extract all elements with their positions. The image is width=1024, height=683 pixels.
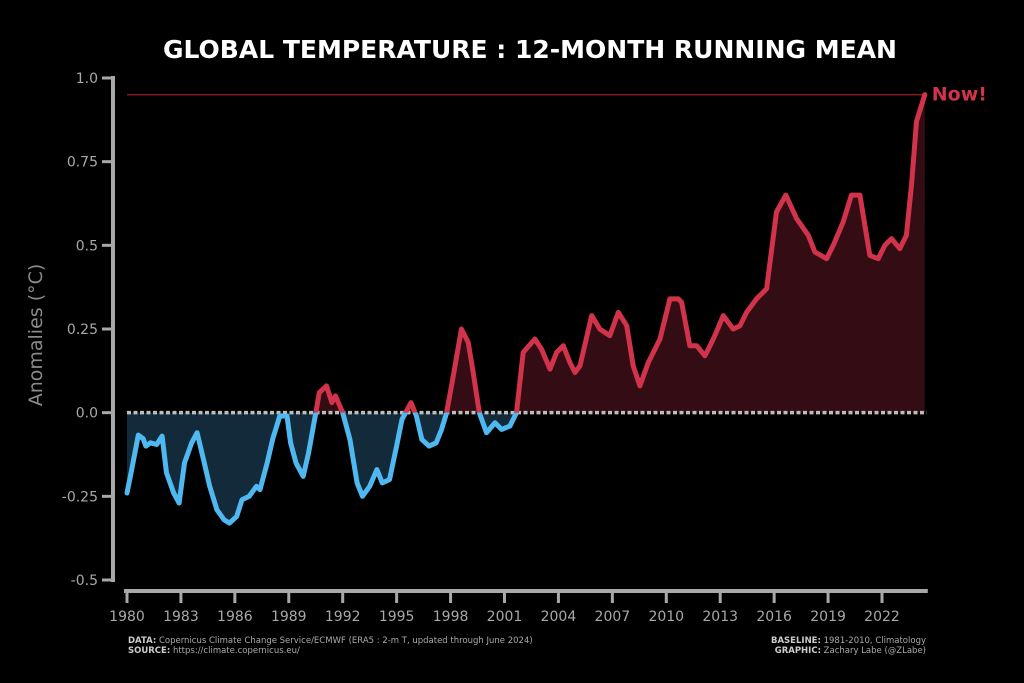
y-tick-label: 0.0: [76, 406, 98, 422]
source-label: SOURCE:: [128, 646, 171, 656]
y-tick-label: -0.5: [71, 573, 98, 589]
axes: -0.5 -0.25 0.0 0.25 0.5 0.75 1.0 1980 1983 1986 19…: [62, 71, 928, 625]
negative-anomaly-line: [124, 412, 520, 526]
data-text: Copernicus Climate Change Service/ECMWF …: [158, 636, 533, 646]
chart-title: GLOBAL TEMPERATURE : 12-MONTH RUNNING ME…: [163, 35, 897, 64]
y-tick-label: 1.0: [76, 71, 98, 87]
positive-area-fill: [315, 94, 925, 413]
x-tick-label: 2013: [702, 609, 738, 625]
y-axis-label: Anomalies (°C): [25, 264, 47, 407]
x-tick-label: 1983: [163, 609, 199, 625]
x-tick-label: 2007: [595, 609, 631, 625]
y-tick-label: 0.5: [76, 238, 98, 254]
x-tick-label: 1980: [109, 609, 145, 625]
data-label: DATA:: [128, 636, 157, 646]
now-annotation: Now!: [932, 84, 987, 106]
positive-anomaly-line: [313, 92, 928, 413]
x-tick-label: 2022: [864, 609, 900, 625]
x-tick-label: 2016: [756, 609, 792, 625]
footer-left: DATA: Copernicus Climate Change Service/…: [128, 636, 533, 656]
x-tick-label: 2004: [541, 609, 577, 625]
x-tick-label: 2001: [487, 609, 523, 625]
plot-area: [124, 92, 928, 526]
source-text: https://climate.copernicus.eu/: [172, 646, 300, 656]
baseline-text: 1981-2010, Climatology: [823, 636, 926, 646]
footer-right: BASELINE: 1981-2010, Climatology GRAPHIC…: [771, 636, 926, 656]
negative-area-fill: [127, 412, 925, 524]
x-tick-label: 1986: [217, 609, 253, 625]
graphic-label: GRAPHIC:: [774, 646, 821, 656]
y-tick-label: 0.25: [67, 322, 98, 338]
x-tick-label: 2010: [648, 609, 684, 625]
baseline-label: BASELINE:: [771, 636, 821, 646]
x-tick-label: 1992: [325, 609, 361, 625]
x-tick-label: 1998: [433, 609, 469, 625]
x-tick-label: 2019: [810, 609, 846, 625]
y-tick-label: -0.25: [62, 489, 98, 505]
y-tick-label: 0.75: [67, 155, 98, 171]
x-tick-label: 1989: [271, 609, 307, 625]
x-tick-label: 1995: [379, 609, 415, 625]
graphic-text: Zachary Labe (@ZLabe): [823, 646, 926, 656]
